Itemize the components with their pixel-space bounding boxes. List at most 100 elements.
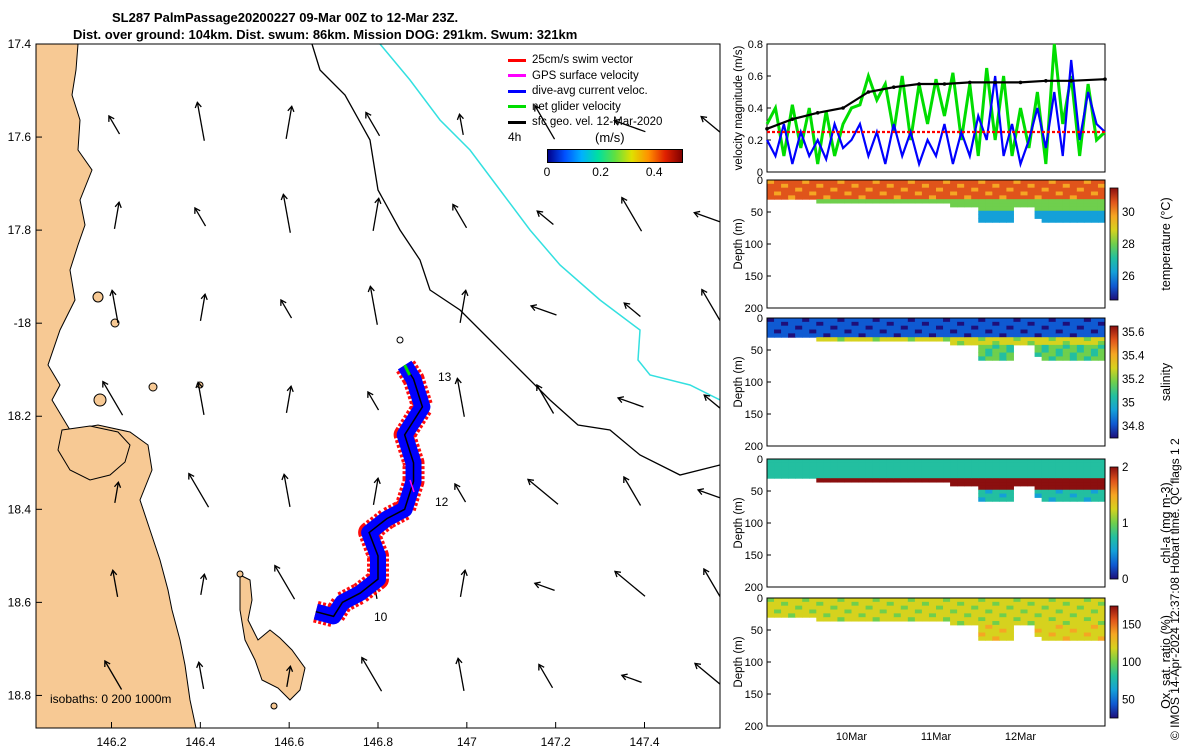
profile-cell [865,459,874,464]
profile-cell [774,459,782,464]
profile-cell [1097,459,1106,464]
profile-cell [1097,466,1106,472]
profile-cell [893,478,902,483]
profile-cell [1048,613,1057,618]
profile-cell [1055,624,1064,630]
profile-cell [921,187,930,193]
profile-cell [830,318,838,323]
profile-cell [865,180,874,185]
profile-cell [907,329,916,334]
profile-cell [858,195,867,200]
profile-cell [1097,352,1106,357]
profile-cell [802,474,810,479]
profile-cell [1034,203,1043,208]
profile-cell [837,601,845,607]
profile-cell [830,462,838,468]
profile-cell [1083,203,1092,208]
profile-cell [985,470,993,475]
profile-cell [893,195,902,200]
profile-cell [774,609,782,614]
profile-cell [858,459,867,464]
profile-cell [844,180,852,185]
profile-cell [774,180,782,185]
profile-cell [985,352,993,357]
profile-cell [1069,195,1078,200]
profile-cell [781,183,789,189]
profile-cell [928,321,937,327]
profile-cell [978,489,986,495]
profile-cell [1013,183,1021,189]
colorbar-tick-label: 34.8 [1122,421,1144,433]
profile-cell [971,617,979,622]
geo-arrow-shaft [536,384,555,414]
profile-cell [837,325,845,331]
profile-cell [1076,341,1085,346]
profile-cell [999,318,1007,323]
profile-cell [1097,199,1106,204]
profile-cell [809,609,817,614]
profile-cell [1027,621,1036,626]
profile-cell [985,329,993,334]
profile-cell [1020,183,1029,189]
geo-arrow-shaft [198,662,205,689]
profile-cell [816,195,824,200]
profile-cell [1097,624,1106,630]
profile-cell [1027,180,1036,185]
profile-cell [943,601,951,607]
geo-arrow-shaft [108,115,121,135]
profile-cell [1034,462,1043,468]
profile-cell [851,459,860,464]
legend-swatch [508,89,526,93]
profile-cell [865,191,874,196]
profile-cell [837,329,845,334]
geo-arrow-head [614,570,622,578]
profile-cell [837,333,845,338]
colorbar-axis-label: salinity [1159,362,1173,401]
profile-cell [865,183,874,189]
profile-cell [914,598,923,603]
profile-cell [999,348,1007,354]
profile-cell [936,325,944,331]
profile-cell [851,617,860,622]
profile-cell [1048,218,1057,223]
profile-cell [964,609,972,614]
profile-cell [802,470,810,475]
profile-cell [1097,617,1106,622]
geo-arrow-shaft [694,212,720,223]
time-tick-label: 11Mar [921,731,952,743]
profile-cell [809,462,817,468]
depth-tick-label: 100 [745,518,763,530]
geo-arrow-head [461,289,469,297]
profile-cell [992,632,1000,637]
profile-cell [1020,613,1029,618]
profile-cell [1069,329,1078,334]
profile-cell [788,459,796,464]
profile-cell [879,191,888,196]
profile-cell [1048,617,1057,622]
profile-cell [985,183,993,189]
profile-cell [964,605,972,611]
profile-cell [795,470,803,475]
profile-cell [1027,203,1036,208]
depth-tick-label: 150 [745,689,763,701]
profile-cell [872,470,881,475]
profile-cell [1097,356,1106,361]
profile-cell [844,329,852,334]
profile-cell [1034,214,1043,219]
profile-cell [886,601,895,607]
profile-cell [802,321,810,327]
profile-cell [802,195,810,200]
profile-cell [767,466,775,472]
depth-tick-label: 100 [745,657,763,669]
profile-cell [1097,203,1106,208]
map-x-tick-label: 146.4 [185,735,215,749]
profile-cell [788,609,796,614]
profile-cell [788,325,796,331]
profile-cell [1062,621,1071,626]
profile-cell [879,613,888,618]
profile-cell [1055,621,1064,626]
profile-cell [999,485,1007,491]
profile-cell [1048,183,1057,189]
profile-cell [936,183,944,189]
profile-cell [900,462,909,468]
